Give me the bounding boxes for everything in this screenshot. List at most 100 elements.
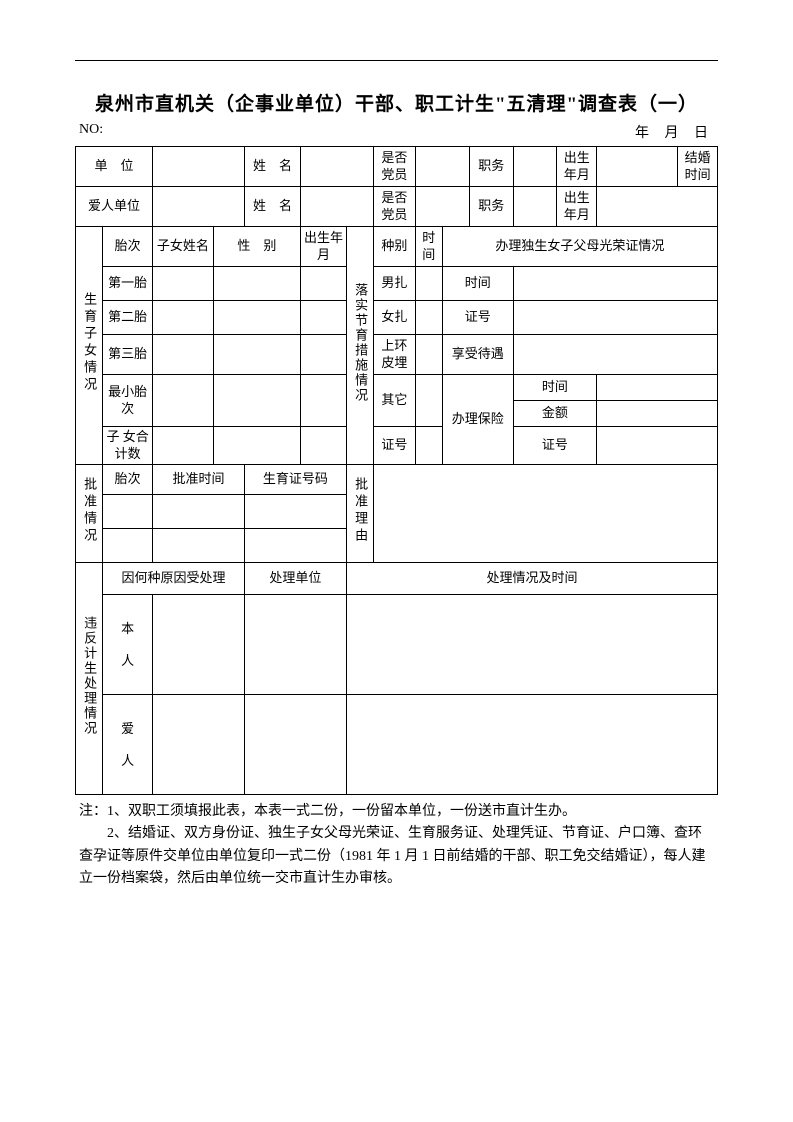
row-second: 第二胎 (103, 301, 153, 335)
glory-certno-label: 证号 (442, 301, 513, 335)
no-label: NO: (79, 122, 103, 142)
glory-time-value[interactable] (513, 267, 717, 301)
label-spouse-birth: 出生年月 (557, 187, 597, 227)
note-2: 2、结婚证、双方身份证、独生子女父母光荣证、生育服务证、处理凭证、节育证、户口簿… (79, 823, 714, 890)
type-certno: 证号 (374, 427, 416, 465)
input-third-name[interactable] (153, 335, 213, 375)
input-female-time[interactable] (415, 301, 442, 335)
type-ring: 上环皮埋 (374, 335, 416, 375)
input-male-time[interactable] (415, 267, 442, 301)
page-title: 泉州市直机关（企事业单位）干部、职工计生"五清理"调查表（一） (75, 89, 718, 116)
input-certno-time[interactable] (415, 427, 442, 465)
input-spouse-duty[interactable] (513, 187, 557, 227)
input-ring-time[interactable] (415, 335, 442, 375)
glory-insurance-label: 办理保险 (442, 375, 513, 465)
input-total-birth[interactable] (301, 427, 347, 465)
ins-amount-label: 金额 (513, 401, 596, 427)
input-party[interactable] (415, 147, 469, 187)
input-duty[interactable] (513, 147, 557, 187)
label-spouse-duty: 职务 (469, 187, 513, 227)
violation-self-reason[interactable] (153, 595, 245, 695)
input-min-sex[interactable] (213, 375, 301, 427)
notes: 注：1、双职工须填报此表，本表一式二份，一份留本单位，一份送市直计生办。 2、结… (75, 801, 718, 891)
glory-certno-value[interactable] (513, 301, 717, 335)
row-first: 第一胎 (103, 267, 153, 301)
violation-self-label: 本人 (103, 595, 153, 695)
label-birth: 出生年月 (557, 147, 597, 187)
date-suffix: 年 月 日 (635, 122, 714, 142)
input-third-birth[interactable] (301, 335, 347, 375)
type-female: 女扎 (374, 301, 416, 335)
glory-benefit-label: 享受待遇 (442, 335, 513, 375)
input-name[interactable] (301, 147, 374, 187)
ins-certno-value[interactable] (597, 427, 718, 465)
input-birth[interactable] (597, 147, 678, 187)
h-time: 时间 (415, 227, 442, 267)
h-type: 种别 (374, 227, 416, 267)
h-child-name: 子女姓名 (153, 227, 213, 267)
input-spouse-name[interactable] (301, 187, 374, 227)
page: 泉州市直机关（企事业单位）干部、职工计生"五清理"调查表（一） NO: 年 月 … (0, 0, 793, 931)
side-violation: 违反计生处理情况 (76, 563, 103, 795)
approval-order: 胎次 (103, 465, 153, 495)
ins-time-value[interactable] (597, 375, 718, 401)
type-male: 男扎 (374, 267, 416, 301)
approval-r2-certno[interactable] (244, 529, 346, 563)
violation-reason-h: 因何种原因受处理 (103, 563, 245, 595)
ins-time-label: 时间 (513, 375, 596, 401)
ins-amount-value[interactable] (597, 401, 718, 427)
violation-spouse-label: 爱人 (103, 695, 153, 795)
input-min-name[interactable] (153, 375, 213, 427)
input-unit[interactable] (153, 147, 245, 187)
input-first-name[interactable] (153, 267, 213, 301)
violation-spouse-unit[interactable] (244, 695, 346, 795)
violation-unit-h: 处理单位 (244, 563, 346, 595)
approval-r2-order[interactable] (103, 529, 153, 563)
row-third: 第三胎 (103, 335, 153, 375)
ins-certno-label: 证号 (513, 427, 596, 465)
input-third-sex[interactable] (213, 335, 301, 375)
approval-r2-time[interactable] (153, 529, 245, 563)
input-spouse-party[interactable] (415, 187, 469, 227)
input-second-sex[interactable] (213, 301, 301, 335)
approval-r1-order[interactable] (103, 495, 153, 529)
input-second-birth[interactable] (301, 301, 347, 335)
violation-self-detail[interactable] (346, 595, 717, 695)
approval-time: 批准时间 (153, 465, 245, 495)
input-first-birth[interactable] (301, 267, 347, 301)
input-other-time[interactable] (415, 375, 442, 427)
h-glory: 办理独生女子父母光荣证情况 (442, 227, 717, 267)
input-second-name[interactable] (153, 301, 213, 335)
h-order: 胎次 (103, 227, 153, 267)
input-first-sex[interactable] (213, 267, 301, 301)
approval-r1-certno[interactable] (244, 495, 346, 529)
row-min: 最小胎次 (103, 375, 153, 427)
type-other: 其它 (374, 375, 416, 427)
form-table: 单 位 姓 名 是否党员 职务 出生年月 结婚时间 爱人单位 姓 名 是否党员 … (75, 146, 718, 795)
approval-reason-value[interactable] (374, 465, 718, 563)
label-unit: 单 位 (76, 147, 153, 187)
label-spouse-party: 是否党员 (374, 187, 416, 227)
label-duty: 职务 (469, 147, 513, 187)
side-measure: 落实节育措施情况 (346, 227, 373, 465)
violation-spouse-detail[interactable] (346, 695, 717, 795)
input-spouse-birth[interactable] (597, 187, 718, 227)
glory-benefit-value[interactable] (513, 335, 717, 375)
violation-spouse-reason[interactable] (153, 695, 245, 795)
row-total: 子 女合计数 (103, 427, 153, 465)
h-sex: 性 别 (213, 227, 301, 267)
label-spouse-unit: 爱人单位 (76, 187, 153, 227)
violation-self-unit[interactable] (244, 595, 346, 695)
approval-r1-time[interactable] (153, 495, 245, 529)
input-spouse-unit[interactable] (153, 187, 245, 227)
side-approval: 批准情况 (76, 465, 103, 563)
input-total-sex[interactable] (213, 427, 301, 465)
glory-time-label: 时间 (442, 267, 513, 301)
label-spouse-name: 姓 名 (244, 187, 300, 227)
input-min-birth[interactable] (301, 375, 347, 427)
approval-certno: 生育证号码 (244, 465, 346, 495)
side-birth: 生育子女情况 (76, 227, 103, 465)
violation-detail-h: 处理情况及时间 (346, 563, 717, 595)
input-total-name[interactable] (153, 427, 213, 465)
meta-row: NO: 年 月 日 (75, 122, 718, 142)
